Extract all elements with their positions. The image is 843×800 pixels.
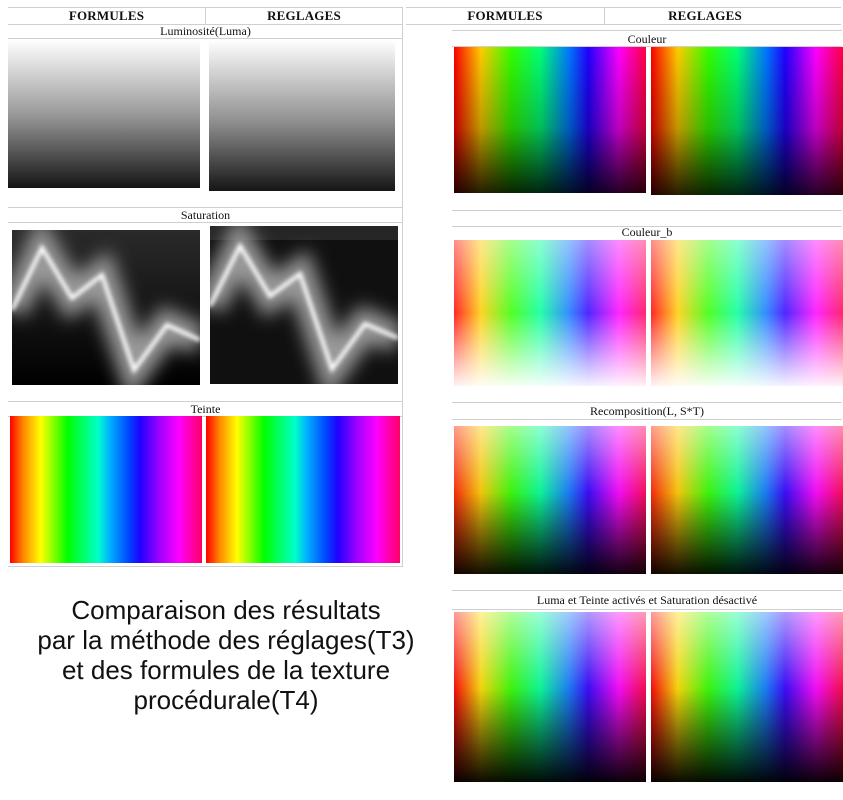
section-title-couleur: Couleur [627,32,667,46]
section-title-saturation: Saturation [180,208,231,222]
header-formules: FORMULES [467,8,543,23]
luma-teinte-formules-image [454,612,646,782]
table-border [452,30,842,31]
table-border [8,38,403,39]
section-title-teinte: Teinte [190,402,221,416]
table-border [452,226,842,227]
saturation-formules-image [12,230,200,385]
table-border [402,7,403,567]
section-title-luma-teinte: Luma et Teinte activés et Saturation dés… [536,593,758,607]
luma-reglages-image [209,40,395,191]
luma-teinte-reglages-image [651,612,843,782]
table-border [8,416,403,417]
table-border [452,419,842,420]
caption-line: et des formules de la texture [61,655,391,685]
caption: Comparaison des résultats par la méthode… [6,595,446,715]
section-title-couleur-b: Couleur_b [621,225,673,239]
table-border [452,609,842,610]
couleur-reglages-image [651,47,843,195]
header-reglages: REGLAGES [267,8,341,23]
table-border [8,207,403,208]
recomposition-reglages-image [651,426,843,574]
saturation-reglages-image [210,226,398,384]
header-formules: FORMULES [68,8,145,23]
table-border [452,210,842,211]
recomposition-formules-image [454,426,646,574]
section-title-recomposition: Recomposition(L, S*T) [590,404,704,418]
table-border [8,401,403,402]
caption-line: Comparaison des résultats [71,595,381,625]
table-border [604,7,605,25]
table-border [452,46,842,47]
table-border [205,7,206,25]
table-border [8,566,403,567]
couleur-formules-image [454,47,646,193]
caption-line: par la méthode des réglages(T3) [37,625,415,655]
table-border [452,402,842,403]
table-border [406,24,841,25]
section-title-luma: Luminosité(Luma) [160,24,251,38]
caption-line: procédurale(T4) [133,685,319,715]
couleur-b-formules-image [454,240,646,386]
teinte-reglages-image [206,416,400,563]
couleur-b-reglages-image [651,240,843,386]
table-border [8,222,403,223]
header-reglages: REGLAGES [668,8,742,23]
table-border [452,590,842,591]
teinte-formules-image [10,416,202,563]
luma-formules-image [8,40,200,188]
table-border [406,7,841,8]
